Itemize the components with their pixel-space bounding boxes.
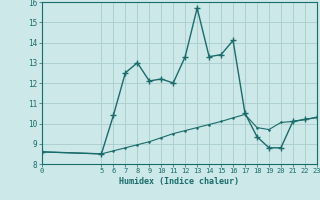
X-axis label: Humidex (Indice chaleur): Humidex (Indice chaleur)	[119, 177, 239, 186]
